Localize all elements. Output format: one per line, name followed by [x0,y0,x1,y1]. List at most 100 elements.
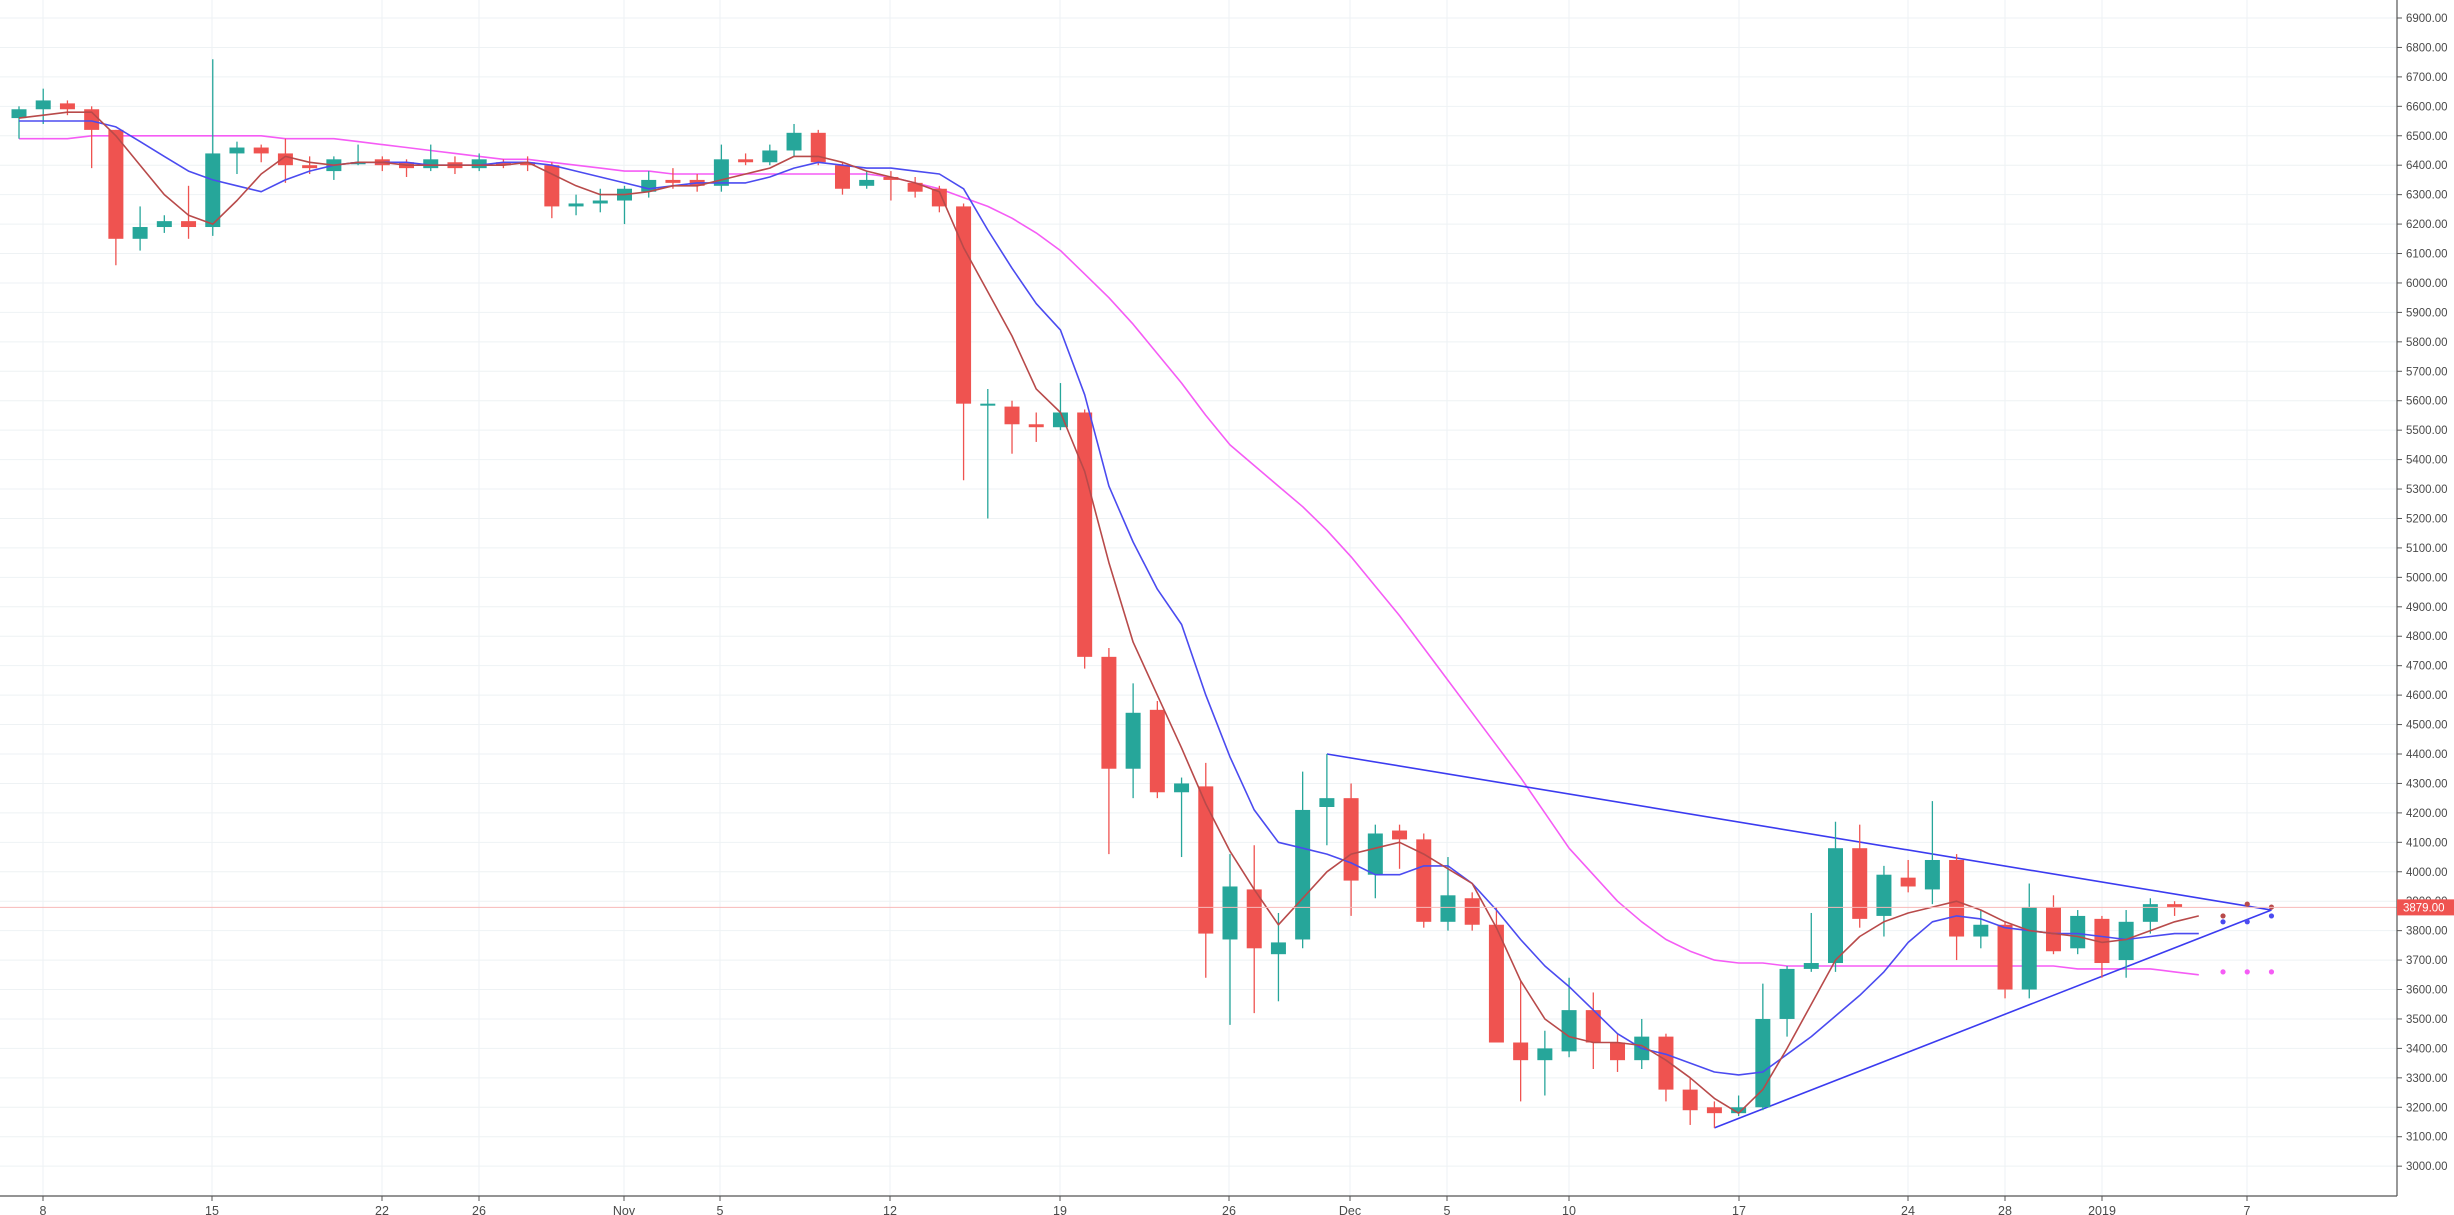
time-tick-label: 7 [2244,1204,2251,1215]
candle [2021,907,2037,990]
candle [59,103,75,110]
candle [205,153,221,228]
candle [1731,1107,1747,1114]
candle [1513,1042,1529,1061]
candle [786,132,802,151]
candle [350,162,366,165]
price-tick-label: 3800.00 [2406,926,2448,938]
price-tick-label: 3200.00 [2406,1102,2448,1114]
candle [253,147,269,154]
candle [1295,809,1311,940]
candles [11,59,2183,1128]
price-tick-label: 4700.00 [2406,661,2448,673]
candle [108,129,124,239]
candle [2118,921,2134,961]
candle [738,159,754,163]
candle [1755,1018,1771,1108]
candle [1464,898,1480,925]
candle [2167,904,2183,908]
price-tick-label: 4600.00 [2406,690,2448,702]
candle [1658,1036,1674,1090]
candle [1610,1042,1626,1061]
candle [1876,874,1892,916]
candle [592,200,608,204]
candle [1174,783,1190,793]
trendline-upper[interactable] [1326,753,2272,911]
candle [665,179,681,183]
candle [1924,859,1940,890]
trendlines [1326,753,2272,1129]
candle [2045,907,2061,952]
candle [1392,830,1408,840]
price-tick-label: 3700.00 [2406,955,2448,967]
price-tick-label: 5500.00 [2406,425,2448,437]
candle [1585,1010,1601,1043]
grid-lines [0,0,2397,1196]
candle [471,159,487,169]
candle [1270,942,1286,955]
price-tick-label: 3600.00 [2406,985,2448,997]
price-tick-label: 3000.00 [2406,1161,2448,1173]
time-tick-label: 2019 [2088,1204,2116,1215]
time-tick-label: 12 [883,1204,897,1215]
candle [1125,712,1141,769]
price-tick-label: 6300.00 [2406,190,2448,202]
time-tick-label: 19 [1053,1204,1067,1215]
candle [181,221,197,228]
candle [641,179,657,192]
price-tick-label: 6100.00 [2406,249,2448,261]
candle [1706,1107,1722,1114]
candle [1949,859,1965,937]
price-tick-label: 4800.00 [2406,631,2448,643]
candle [1828,848,1843,964]
candle [1537,1048,1553,1061]
price-tick-label: 3400.00 [2406,1043,2448,1055]
price-tick-label: 5100.00 [2406,543,2448,555]
candle [84,109,100,130]
time-tick-label: 15 [205,1204,219,1215]
candle [1101,656,1117,769]
candle [520,162,536,166]
candle [980,403,996,406]
time-tick-label: 8 [40,1204,47,1215]
candle [1561,1010,1577,1052]
price-tick-label: 4500.00 [2406,720,2448,732]
candle [1149,709,1165,793]
candle [1198,786,1214,934]
time-tick-label: Nov [613,1204,636,1215]
price-tick-label: 5700.00 [2406,366,2448,378]
candle [762,150,778,163]
candle [1900,877,1916,887]
price-tick-label: 3300.00 [2406,1073,2448,1085]
candle [11,109,27,119]
price-axis[interactable]: 6900.00 6800.00 6700.00 6600.00 6500.00 6400.… [2396,0,2454,1196]
price-tick-label: 4200.00 [2406,808,2448,820]
last-price-badge [2397,899,2454,916]
price-tick-label: 4900.00 [2406,602,2448,614]
candle [302,165,318,169]
candle [423,159,439,169]
candle [859,179,875,186]
price-tick-label: 6200.00 [2406,219,2448,231]
candle [883,176,899,180]
candle [1488,924,1504,1043]
candle [1803,963,1819,969]
candle [132,227,148,239]
price-tick-label: 6500.00 [2406,131,2448,143]
price-tick-label: 6900.00 [2406,13,2448,25]
candle [35,100,51,110]
candle [810,132,826,163]
price-tick-label: 4300.00 [2406,778,2448,790]
candle [1973,924,1989,937]
candle [229,147,245,154]
candle [1343,798,1359,881]
price-tick-label: 5600.00 [2406,396,2448,408]
time-axis[interactable]: 8 15 22 26 Nov 5 12 19 26 Dec 5 10 17 24 28 2019 7 [0,1195,2397,1215]
candle [2094,918,2110,964]
candle [1997,924,2013,990]
trendline-lower[interactable] [1714,909,2272,1129]
time-tick-label: 26 [472,1204,486,1215]
price-tick-label: 3500.00 [2406,1014,2448,1026]
candle [1319,798,1335,807]
